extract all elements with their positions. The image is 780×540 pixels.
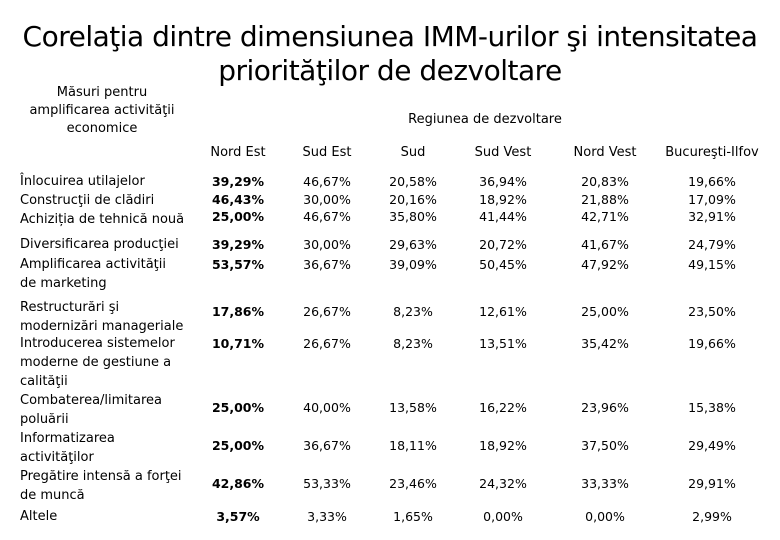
label-marketing: Amplificarea activităţii de marketing (20, 257, 167, 291)
table-cell: 50,45% (479, 257, 527, 272)
table-cell: 24,32% (479, 476, 527, 491)
table-cell: 0,00% (483, 509, 523, 524)
column-header: Bucureşti-Ilfov (665, 145, 759, 160)
table-cell: 29,91% (688, 476, 736, 491)
table-cell: 49,15% (688, 257, 736, 272)
table-cell: 26,67% (303, 304, 351, 319)
table-cell: 17,86% (211, 304, 265, 319)
table-cell: 39,09% (389, 257, 437, 272)
label-it: Informatizarea activităţilor (20, 431, 115, 465)
label-quality-systems: Introducerea sistemelor moderne de gesti… (20, 336, 175, 389)
table-cell: 13,51% (479, 336, 527, 351)
table-cell: 18,92% (479, 438, 527, 453)
table-cell: 47,92% (581, 257, 629, 272)
table-cell: 10,71% (211, 336, 265, 351)
table-cell: 36,67% (303, 438, 351, 453)
table-cell: 1,65% (393, 509, 433, 524)
table-cell: 23,96% (581, 400, 629, 415)
table-cell: 53,33% (303, 476, 351, 491)
table-cell: 33,33% (581, 476, 629, 491)
table-cell: 23,50% (688, 304, 736, 319)
table-cell: 29,49% (688, 438, 736, 453)
page-title: Corelaţia dintre dimensiunea IMM-urilor … (0, 20, 780, 88)
column-header: Sud (400, 145, 426, 160)
table-cell: 12,61% (479, 304, 527, 319)
table-cell: 25,00% (211, 400, 265, 415)
table-cell: 37,50% (581, 438, 629, 453)
label-pollution: Combaterea/limitarea poluării (20, 393, 162, 427)
table-cell: 36,67% (303, 257, 351, 272)
table-cell: 30,00% (303, 237, 351, 252)
table-cell: 25,00% (211, 438, 265, 453)
table-cell: 40,00% (303, 400, 351, 415)
table-cell: 46,67% 30,00% 46,67% (303, 174, 351, 224)
column-header: Sud Vest (474, 145, 532, 160)
table-cell: 20,83% 21,88% 42,71% (581, 174, 629, 224)
table-cell: 3,33% (307, 509, 347, 524)
table-cell: 41,67% (581, 237, 629, 252)
table-cell: 24,79% (688, 237, 736, 252)
title-line-2: priorităţilor de dezvoltare (218, 54, 562, 87)
column-header: Sud Est (302, 145, 352, 160)
table-cell: 35,42% (581, 336, 629, 351)
table-cell: 53,57% (211, 257, 265, 272)
label-training: Pregătire intensă a forţei de muncă (20, 469, 182, 503)
table-cell: 26,67% (303, 336, 351, 351)
table-cell: 8,23% (393, 304, 433, 319)
table-cell: 39,29% (211, 237, 265, 252)
table-cell: 0,00% (585, 509, 625, 524)
label-other: Altele (20, 509, 58, 524)
table-cell: 18,11% (389, 438, 437, 453)
table-cell: 19,66% (688, 336, 736, 351)
table-cell: 36,94% 18,92% 41,44% (479, 174, 527, 224)
table-cell: 13,58% (389, 400, 437, 415)
table-cell: 15,38% (688, 400, 736, 415)
table-cell: 20,72% (479, 237, 527, 252)
table-cell: 16,22% (479, 400, 527, 415)
column-header: Nord Vest (573, 145, 637, 160)
table-cell: 19,66% 17,09% 32,91% (688, 174, 736, 224)
table-cell: 42,86% (211, 476, 265, 491)
table-cell: 2,99% (692, 509, 732, 524)
measures-header: Măsuri pentru amplificarea activităţii e… (29, 85, 175, 136)
label-equipment-construction-tech: Înlocuirea utilajelor Construcţii de clă… (20, 174, 185, 227)
table-cell: 25,00% (581, 304, 629, 319)
title-line-1: Corelaţia dintre dimensiunea IMM-urilor … (22, 20, 758, 53)
region-header: Regiunea de dezvoltare (408, 112, 562, 127)
label-diversification: Diversificarea producţiei (20, 237, 179, 252)
column-header: Nord Est (210, 145, 266, 160)
table-cell: 39,29% 46,43% 25,00% (211, 174, 265, 224)
label-restructuring: Restructurări şi modernizări manageriale (20, 300, 184, 334)
table-cell: 8,23% (393, 336, 433, 351)
table-cell: 29,63% (389, 237, 437, 252)
table-cell: 23,46% (389, 476, 437, 491)
table-cell: 20,58% 20,16% 35,80% (389, 174, 437, 224)
table-cell: 3,57% (216, 509, 260, 524)
